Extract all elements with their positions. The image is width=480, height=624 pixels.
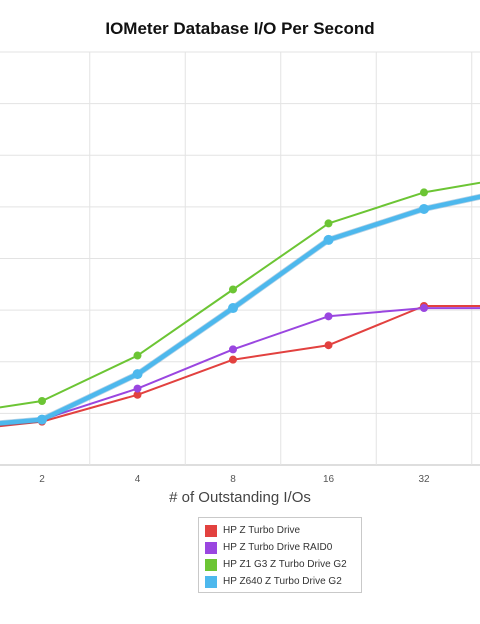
x-axis-label: # of Outstanding I/Os — [169, 489, 311, 506]
chart-title: IOMeter Database I/O Per Second — [105, 19, 375, 38]
legend-label: HP Z Turbo Drive RAID0 — [223, 542, 333, 553]
legend-label: HP Z Turbo Drive — [223, 525, 301, 536]
data-point — [38, 396, 46, 405]
legend-swatch — [205, 575, 217, 588]
legend: HP Z Turbo Drive HP Z Turbo Drive RAID0 … — [198, 517, 362, 593]
x-tick-label: 32 — [418, 474, 430, 485]
data-point — [132, 369, 143, 380]
legend-item-hp-z-turbo-drive-raid0[interactable]: HP Z Turbo Drive RAID0 — [205, 539, 355, 556]
data-point — [323, 234, 334, 245]
data-point — [420, 304, 428, 313]
data-point — [324, 312, 333, 321]
data-point — [324, 219, 333, 228]
legend-item-hp-z1-g3[interactable]: HP Z1 G3 Z Turbo Drive G2 — [205, 556, 355, 573]
data-point — [228, 303, 238, 314]
data-point — [133, 390, 142, 399]
data-point — [419, 203, 429, 214]
x-tick-label: 16 — [323, 474, 335, 485]
series-line-shadow — [0, 193, 480, 427]
data-point — [133, 384, 142, 393]
data-point — [229, 285, 237, 294]
data-point — [324, 341, 333, 350]
data-point — [229, 345, 237, 354]
series-line — [0, 307, 480, 425]
data-point — [133, 351, 142, 360]
legend-item-hp-z-turbo-drive[interactable]: HP Z Turbo Drive — [205, 522, 355, 539]
legend-swatch — [205, 541, 217, 554]
data-point — [420, 188, 428, 197]
x-tick-label: 8 — [230, 474, 236, 485]
legend-swatch — [205, 524, 217, 537]
x-tick-label: 2 — [39, 474, 45, 485]
legend-label: HP Z1 G3 Z Turbo Drive G2 — [223, 559, 347, 570]
legend-swatch — [205, 558, 217, 571]
data-point — [229, 355, 237, 364]
series-line — [0, 194, 480, 426]
legend-label: HP Z640 Z Turbo Drive G2 — [223, 576, 342, 587]
legend-item-hp-z640[interactable]: HP Z640 Z Turbo Drive G2 — [205, 573, 355, 590]
x-tick-label: 4 — [135, 474, 141, 485]
data-point — [37, 414, 47, 425]
